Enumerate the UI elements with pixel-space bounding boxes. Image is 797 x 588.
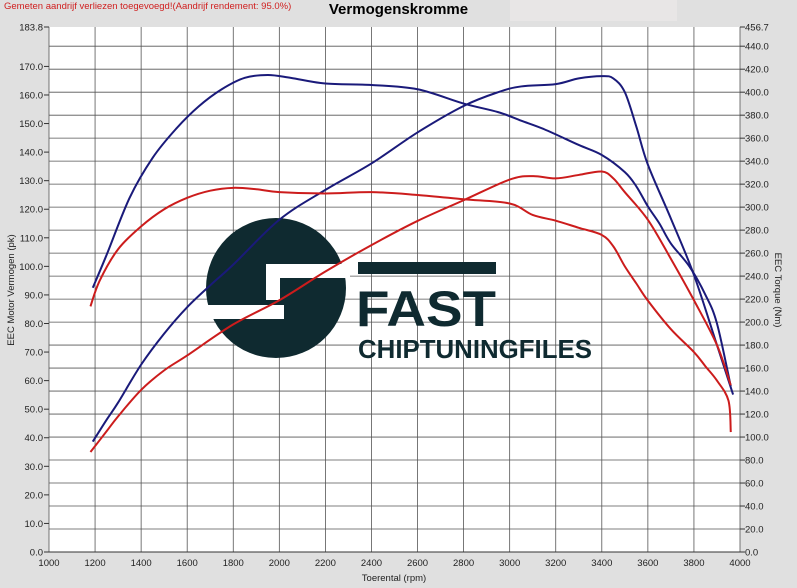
series-line-tuned-torque [91,75,735,443]
y-axis-label: EEC Motor Vermogen (pk) [6,234,17,345]
y2-tick-label: 440.0 [745,42,769,53]
y2-tick-label: 60.0 [745,479,764,490]
y2-tick-label: 420.0 [745,65,769,76]
y-tick-label: 50.0 [25,405,44,416]
y-tick-label: 0.0 [30,548,43,559]
y-tick-label: 60.0 [25,376,44,387]
y2-tick-label: 260.0 [745,249,769,260]
x-tick-label: 3200 [545,558,566,569]
y2-tick-label: 100.0 [745,433,769,444]
y2-tick-label: 456.7 [745,23,769,34]
y-tick-label: 10.0 [25,519,44,530]
drivetrain-loss-note: Gemeten aandrijf verliezen toegevoegd!(A… [4,1,292,12]
logo-text-fast: FAST [356,281,496,337]
y2-tick-label: 400.0 [745,88,769,99]
y-tick-label: 183.8 [19,23,43,34]
y2-tick-label: 200.0 [745,318,769,329]
y-tick-label: 70.0 [25,348,44,359]
y-tick-label: 110.0 [20,233,43,244]
y2-axis-label: EEC Torque (Nm) [772,253,783,328]
y-tick-label: 130.0 [19,176,43,187]
x-tick-label: 1000 [38,558,59,569]
y2-tick-label: 320.0 [745,180,769,191]
y2-tick-label: 240.0 [745,272,769,283]
series-line-tuned-power [91,73,732,387]
y-tick-label: 140.0 [19,148,43,159]
y2-tick-label: 380.0 [745,111,769,122]
x-tick-label: 2400 [361,558,382,569]
y-tick-label: 30.0 [25,462,44,473]
header-box [510,0,677,21]
y2-tick-label: 140.0 [745,387,769,398]
logo-s-cut-top [266,264,350,278]
y2-tick-label: 300.0 [745,203,769,214]
x-tick-label: 2600 [407,558,428,569]
y2-tick-label: 360.0 [745,134,769,145]
y-tick-label: 160.0 [19,90,43,101]
y-tick-label: 90.0 [25,290,44,301]
y2-tick-label: 120.0 [745,410,769,421]
y2-tick-label: 80.0 [745,456,764,467]
x-tick-label: 3000 [499,558,520,569]
x-tick-label: 3800 [683,558,704,569]
y-tick-label: 20.0 [25,490,44,501]
fast-chiptuningfiles-logo: FAST CHIPTUNINGFILES [202,218,592,364]
x-tick-label: 1200 [84,558,105,569]
y-tick-label: 120.0 [19,205,43,216]
series-line-stock-power [89,186,732,433]
y2-tick-label: 180.0 [745,341,769,352]
x-tick-label: 4000 [729,558,750,569]
y-tick-label: 150.0 [19,119,43,130]
y2-tick-label: 340.0 [745,157,769,168]
logo-bar [358,262,496,274]
y-tick-label: 80.0 [25,319,44,330]
y2-tick-label: 220.0 [745,295,769,306]
x-tick-label: 2000 [269,558,290,569]
y-tick-label: 100.0 [19,262,43,273]
y2-tick-label: 40.0 [745,502,764,513]
x-tick-label: 2800 [453,558,474,569]
y-tick-label: 170.0 [19,62,43,73]
x-tick-label: 3400 [591,558,612,569]
x-tick-label: 1600 [177,558,198,569]
x-tick-label: 1400 [131,558,152,569]
x-tick-label: 1800 [223,558,244,569]
x-tick-label: 3600 [637,558,658,569]
x-tick-label: 2200 [315,558,336,569]
chart-title: Vermogenskromme [328,1,469,18]
y2-tick-label: 160.0 [745,364,769,375]
logo-s-cut-bottom [202,305,284,319]
y2-tick-label: 280.0 [745,226,769,237]
y2-tick-label: 20.0 [745,525,764,536]
plot-area [49,27,740,552]
series-line-stock-torque [89,170,732,453]
y-tick-label: 40.0 [25,433,44,444]
logo-s-cut-mid [266,264,280,300]
y2-tick-label: 0.0 [745,548,758,559]
x-axis-label: Toerental (rpm) [362,573,426,584]
logo-text-chiptuningfiles: CHIPTUNINGFILES [358,334,592,364]
